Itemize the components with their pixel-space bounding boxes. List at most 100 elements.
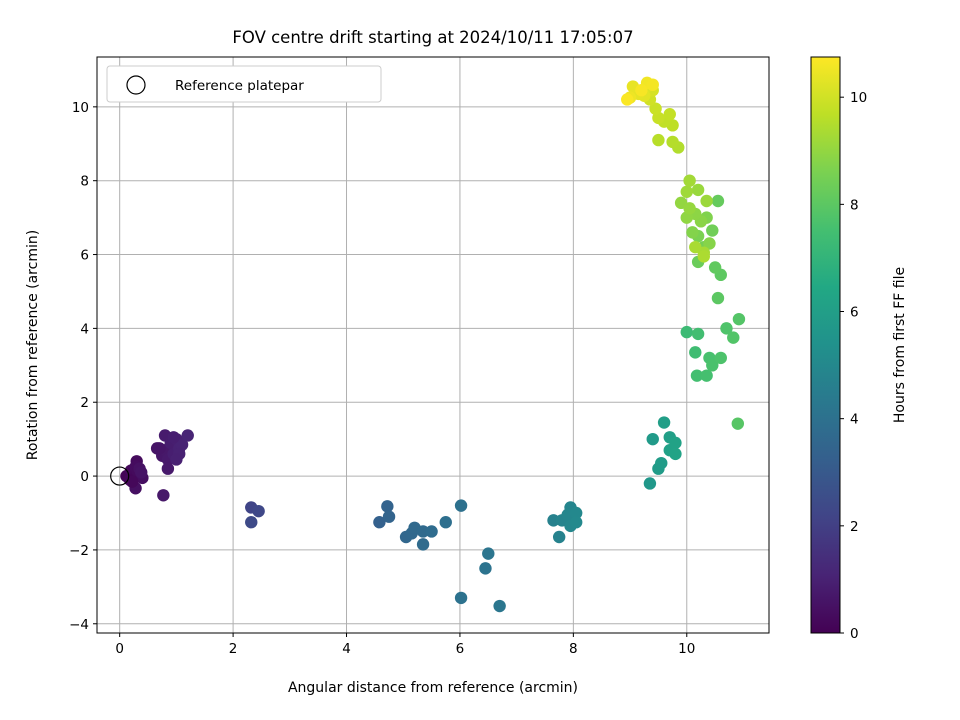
y-tick-label: 8 bbox=[80, 174, 89, 190]
data-point bbox=[680, 325, 693, 339]
data-point bbox=[703, 237, 716, 250]
data-point bbox=[720, 322, 733, 335]
y-tick-label: 0 bbox=[80, 469, 89, 485]
y-tick-label: 6 bbox=[80, 248, 89, 264]
x-axis-ticks: 0 2 4 6 8 10 bbox=[115, 633, 695, 657]
grid-lines bbox=[97, 57, 769, 633]
data-point bbox=[686, 226, 699, 239]
data-point bbox=[373, 516, 386, 529]
data-point bbox=[454, 591, 468, 605]
data-point bbox=[689, 240, 702, 254]
data-point bbox=[493, 599, 506, 613]
data-point bbox=[479, 562, 492, 575]
data-point bbox=[157, 489, 170, 502]
data-point bbox=[547, 514, 560, 527]
data-point bbox=[646, 78, 659, 91]
y-tick-label: 10 bbox=[72, 100, 89, 116]
data-point bbox=[181, 429, 194, 442]
data-point bbox=[167, 431, 180, 444]
data-point bbox=[711, 194, 725, 208]
y-tick-label: 2 bbox=[80, 395, 89, 411]
x-tick-label: 4 bbox=[342, 641, 351, 657]
data-point bbox=[635, 84, 648, 97]
data-point bbox=[381, 500, 394, 513]
data-point bbox=[683, 174, 696, 187]
data-point bbox=[161, 462, 175, 475]
colorbar-tick-label: 2 bbox=[850, 519, 859, 535]
data-point bbox=[153, 442, 166, 455]
data-point bbox=[669, 436, 682, 450]
colorbar bbox=[810, 56, 841, 634]
data-point bbox=[416, 525, 430, 538]
colorbar-tick-label: 4 bbox=[850, 412, 859, 428]
reference-platepar-marker bbox=[110, 466, 130, 486]
data-point bbox=[454, 499, 468, 512]
plot-area-frame bbox=[96, 56, 770, 634]
data-point bbox=[621, 93, 634, 106]
data-point bbox=[652, 133, 665, 147]
data-point bbox=[643, 477, 657, 490]
y-tick-label: 4 bbox=[80, 321, 89, 337]
data-point bbox=[689, 346, 702, 359]
data-point bbox=[482, 547, 495, 560]
data-point bbox=[666, 135, 679, 149]
x-tick-label: 0 bbox=[115, 641, 124, 657]
colorbar-tick-label: 6 bbox=[850, 305, 859, 321]
data-point bbox=[416, 538, 430, 551]
data-point bbox=[727, 331, 740, 344]
colorbar-label: Hours from first FF file bbox=[892, 267, 908, 423]
x-tick-label: 10 bbox=[678, 641, 695, 657]
data-point bbox=[669, 447, 682, 461]
legend-box bbox=[106, 65, 382, 103]
x-tick-label: 8 bbox=[569, 641, 578, 657]
data-point bbox=[706, 359, 719, 372]
y-axis-ticks: −4 −2 0 2 4 6 8 10 bbox=[69, 100, 97, 633]
data-point bbox=[732, 312, 746, 326]
x-axis-label: Angular distance from reference (arcmin) bbox=[288, 680, 578, 696]
data-point bbox=[135, 466, 148, 479]
data-point bbox=[711, 291, 725, 305]
legend: Reference platepar bbox=[106, 65, 382, 103]
data-point bbox=[680, 185, 693, 198]
x-tick-label: 2 bbox=[229, 641, 238, 657]
scatter-points bbox=[110, 76, 746, 613]
data-point bbox=[708, 261, 722, 274]
data-point bbox=[663, 108, 676, 121]
data-point bbox=[649, 102, 662, 115]
data-point bbox=[714, 351, 727, 365]
data-point bbox=[657, 416, 671, 429]
y-tick-label: −4 bbox=[69, 617, 89, 633]
data-point bbox=[731, 417, 745, 430]
legend-label-reference: Reference platepar bbox=[175, 78, 304, 94]
data-point bbox=[382, 510, 396, 523]
data-point bbox=[697, 250, 710, 263]
y-axis-label: Rotation from reference (arcmin) bbox=[25, 230, 41, 460]
colorbar-tick-label: 8 bbox=[850, 197, 859, 213]
data-point bbox=[125, 475, 139, 488]
data-point bbox=[706, 224, 719, 237]
chart-title: FOV centre drift starting at 2024/10/11 … bbox=[232, 28, 633, 47]
data-point bbox=[691, 183, 705, 197]
data-point bbox=[170, 453, 183, 466]
data-point bbox=[690, 369, 704, 382]
data-point bbox=[691, 327, 705, 341]
legend-reference-marker bbox=[126, 75, 146, 95]
data-point bbox=[569, 516, 583, 529]
data-point bbox=[646, 432, 659, 446]
data-point bbox=[569, 506, 583, 520]
x-tick-label: 6 bbox=[456, 641, 465, 657]
data-point bbox=[245, 516, 258, 529]
data-point bbox=[425, 525, 438, 538]
data-point bbox=[700, 194, 713, 208]
data-point bbox=[683, 202, 696, 215]
data-point bbox=[552, 530, 566, 544]
data-point bbox=[655, 456, 668, 470]
colorbar-tick-label: 10 bbox=[850, 90, 867, 106]
colorbar-ticks: 0 2 4 6 8 10 bbox=[840, 90, 867, 642]
data-point bbox=[439, 516, 452, 529]
colorbar-tick-label: 0 bbox=[850, 626, 859, 642]
data-point bbox=[252, 504, 265, 518]
y-tick-label: −2 bbox=[69, 543, 89, 559]
data-point bbox=[700, 369, 713, 382]
